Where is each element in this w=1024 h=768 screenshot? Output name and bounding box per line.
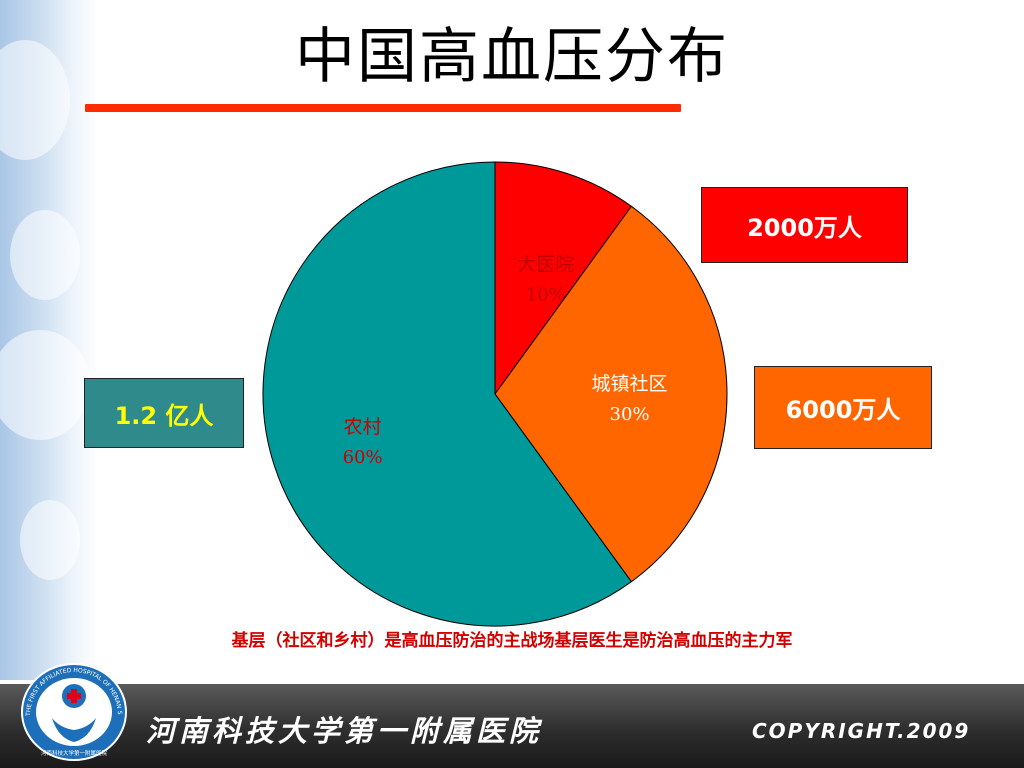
pie-slice-label-0: 大医院 — [517, 253, 574, 275]
callout-large-hospital: 2000万人 — [701, 187, 908, 263]
pie-slice-percent-1: 30% — [610, 404, 650, 425]
decorative-side-strip — [0, 0, 98, 680]
footer-copyright: COPYRIGHT.2009 — [752, 719, 971, 743]
hospital-logo: THE FIRST AFFILIATED HOSPITAL OF HENAN S… — [18, 658, 127, 761]
pie-slice-2 — [262, 161, 633, 627]
title-underline — [85, 104, 681, 112]
pie-slice-percent-2: 60% — [343, 447, 383, 468]
footer-hospital-name: 河南科技大学第一附属医院 — [146, 714, 543, 748]
pie-slice-0 — [494, 161, 633, 396]
footnote-text: 基层（社区和乡村）是高血压防治的主战场基层医生是防治高血压的主力军 — [231, 631, 793, 651]
pie-slice-label-2: 农村 — [344, 416, 382, 438]
pie-chart: 大医院 10% 城镇社区 30% 农村 60% — [262, 161, 728, 627]
footer-bar — [0, 684, 1024, 768]
slide-title: 中国高血压分布 — [295, 22, 729, 92]
logo-bottom-text: 河南科技大学第一附属医院 — [41, 749, 108, 757]
callout-rural: 1.2 亿人 — [84, 378, 244, 448]
pie-slice-label-1: 城镇社区 — [592, 373, 668, 395]
pie-slice-1 — [494, 205, 728, 583]
callout-urban-community: 6000万人 — [754, 366, 932, 449]
pie-slice-percent-0: 10% — [526, 284, 566, 305]
